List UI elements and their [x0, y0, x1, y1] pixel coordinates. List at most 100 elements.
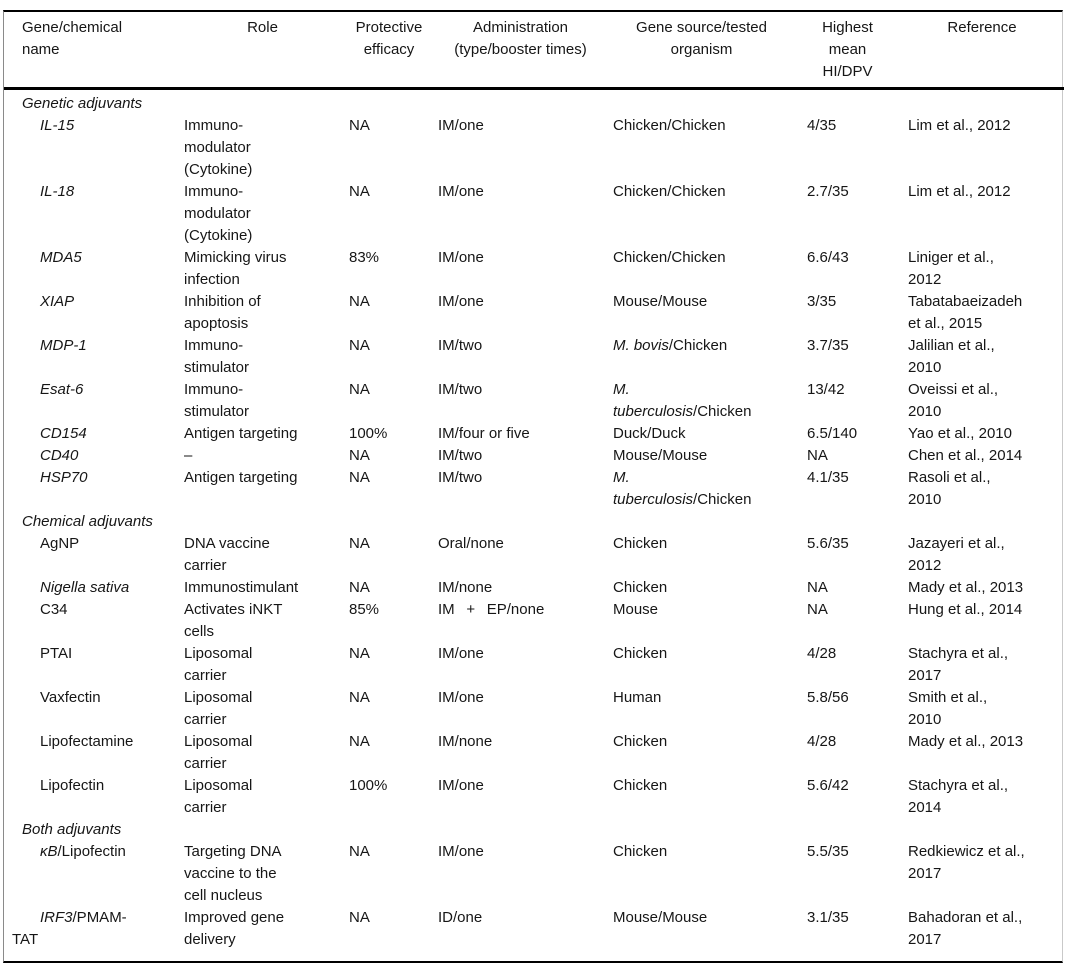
source-cell: Chicken: [608, 775, 795, 819]
italic-text-segment: CD154: [40, 425, 87, 442]
gene-name-cell: Lipofectamine: [4, 731, 180, 775]
table-row: C34 Activates iNKT cells 85% IM + EP/none Mo…: [4, 599, 1064, 643]
administration-cell: IM/one: [438, 843, 484, 860]
gene-name-cell: Lipofectin: [4, 775, 180, 819]
administration-cell: IM/one: [438, 293, 484, 310]
italic-text-segment: M. tuberculosis: [613, 469, 694, 508]
column-header-gene-source: Gene source/tested organism: [608, 12, 795, 90]
administration-cell: IM/four or five: [438, 425, 530, 442]
efficacy-cell: NA: [349, 843, 370, 860]
column-header-reference: Reference: [900, 12, 1064, 90]
section-title: Chemical adjuvants: [22, 513, 153, 530]
text-segment: AgNP: [40, 535, 80, 552]
hi-dpv-cell: 3.7/35: [807, 337, 849, 354]
gene-name-cell: IL-18: [4, 181, 180, 247]
text-segment: Mouse/Mouse: [613, 447, 708, 464]
hi-dpv-cell: 4/28: [807, 733, 837, 750]
column-header-highest-mean-hi-dpv: Highest mean HI/DPV: [795, 12, 900, 90]
reference-cell: Oveissi et al., 2010: [908, 381, 999, 420]
reference-cell: Jazayeri et al., 2012: [908, 535, 1005, 574]
text-segment: Chicken: [613, 535, 668, 552]
source-cell: Chicken: [608, 841, 795, 907]
efficacy-cell: NA: [349, 535, 370, 552]
efficacy-cell: NA: [349, 909, 370, 926]
hi-dpv-cell: 3/35: [807, 293, 837, 310]
role-cell: –: [184, 447, 193, 464]
italic-text-segment: MDA5: [40, 249, 82, 266]
reference-cell: Rasoli et al., 2010: [908, 469, 991, 508]
text-segment: PTAI: [40, 645, 73, 662]
efficacy-cell: NA: [349, 645, 370, 662]
table-row: Lipofectin Liposomal carrier 100% IM/one Chi…: [4, 775, 1064, 819]
gene-name-cell: XIAP: [4, 291, 180, 335]
reference-cell: Stachyra et al., 2014: [908, 777, 1009, 816]
efficacy-cell: 83%: [349, 249, 380, 266]
hi-dpv-cell: 6.6/43: [807, 249, 849, 266]
hi-dpv-cell: 2.7/35: [807, 183, 849, 200]
hi-dpv-cell: 4/35: [807, 117, 837, 134]
source-cell: Mouse/Mouse: [608, 445, 795, 467]
table-row: Esat-6 Immuno- stimulator NA IM/two M. tuber…: [4, 379, 1064, 423]
source-cell: Chicken: [608, 533, 795, 577]
italic-text-segment: MDP-1: [40, 337, 87, 354]
source-cell: Chicken: [608, 577, 795, 599]
reference-cell: Lim et al., 2012: [908, 117, 1011, 134]
table-row: IRF3/PMAM- TAT Improved gene delivery NA ID…: [4, 907, 1064, 961]
administration-cell: IM/one: [438, 777, 484, 794]
table-row: IL-18 Immuno- modulator (Cytokine) NA IM/on…: [4, 181, 1064, 247]
italic-text-segment: κB: [40, 843, 58, 860]
gene-name-cell: MDA5: [4, 247, 180, 291]
section-header-row: Genetic adjuvants: [4, 89, 1064, 116]
italic-text-segment: HSP70: [40, 469, 88, 486]
hi-dpv-cell: 5.6/42: [807, 777, 849, 794]
hi-dpv-cell: NA: [807, 447, 828, 464]
efficacy-cell: 85%: [349, 601, 380, 618]
text-segment: Mouse/Mouse: [613, 293, 708, 310]
efficacy-cell: NA: [349, 689, 370, 706]
text-segment: /Lipofectin: [57, 843, 126, 860]
column-header-gene-chemical-name: Gene/chemical name: [4, 12, 180, 90]
table-row: MDP-1 Immuno- stimulator NA IM/two M. bovis/…: [4, 335, 1064, 379]
role-cell: Mimicking virus infection: [184, 249, 287, 288]
text-segment: Chicken/Chicken: [613, 117, 726, 134]
efficacy-cell: NA: [349, 293, 370, 310]
administration-cell: IM/one: [438, 645, 484, 662]
text-segment: Chicken/Chicken: [613, 249, 726, 266]
role-cell: Immunostimulant: [184, 579, 299, 596]
table-row: MDA5 Mimicking virus infection 83% IM/one Ch…: [4, 247, 1064, 291]
source-cell: Chicken/Chicken: [608, 181, 795, 247]
table-row: HSP70 Antigen targeting NA IM/two M. tubercu…: [4, 467, 1064, 511]
administration-cell: IM/one: [438, 689, 484, 706]
efficacy-cell: NA: [349, 381, 370, 398]
text-segment: Chicken: [613, 843, 668, 860]
text-segment: Vaxfectin: [40, 689, 101, 706]
gene-name-cell: Nigella sativa: [4, 577, 180, 599]
reference-cell: Smith et al., 2010: [908, 689, 988, 728]
italic-text-segment: IRF3: [40, 909, 73, 926]
administration-cell: IM/none: [438, 733, 493, 750]
role-cell: Liposomal carrier: [184, 777, 253, 816]
header-row: Gene/chemical name Role Protective effic…: [4, 12, 1064, 90]
source-cell: Duck/Duck: [608, 423, 795, 445]
source-cell: Chicken: [608, 731, 795, 775]
text-segment: Chicken/Chicken: [613, 183, 726, 200]
text-segment: /PMAM- TAT: [12, 909, 127, 948]
administration-cell: IM/two: [438, 337, 483, 354]
table-row: AgNP DNA vaccine carrier NA Oral/none Chicke…: [4, 533, 1064, 577]
reference-cell: Chen et al., 2014: [908, 447, 1023, 464]
source-cell: Chicken/Chicken: [608, 115, 795, 181]
gene-name-cell: κB/Lipofectin: [4, 841, 180, 907]
table-row: CD40 – NA IM/two Mouse/Mouse NA Chen et al., 2…: [4, 445, 1064, 467]
text-segment: Chicken: [613, 579, 668, 596]
role-cell: Liposomal carrier: [184, 733, 253, 772]
italic-text-segment: IL-18: [40, 183, 75, 200]
administration-cell: IM/one: [438, 183, 484, 200]
efficacy-cell: NA: [349, 183, 370, 200]
source-cell: Mouse/Mouse: [608, 291, 795, 335]
gene-name-cell: IRF3/PMAM- TAT: [4, 907, 180, 961]
gene-name-cell: C34: [4, 599, 180, 643]
reference-cell: Bahadoran et al., 2017: [908, 909, 1023, 948]
efficacy-cell: NA: [349, 117, 370, 134]
table-row: XIAP Inhibition of apoptosis NA IM/one Mouse…: [4, 291, 1064, 335]
reference-cell: Liniger et al., 2012: [908, 249, 994, 288]
